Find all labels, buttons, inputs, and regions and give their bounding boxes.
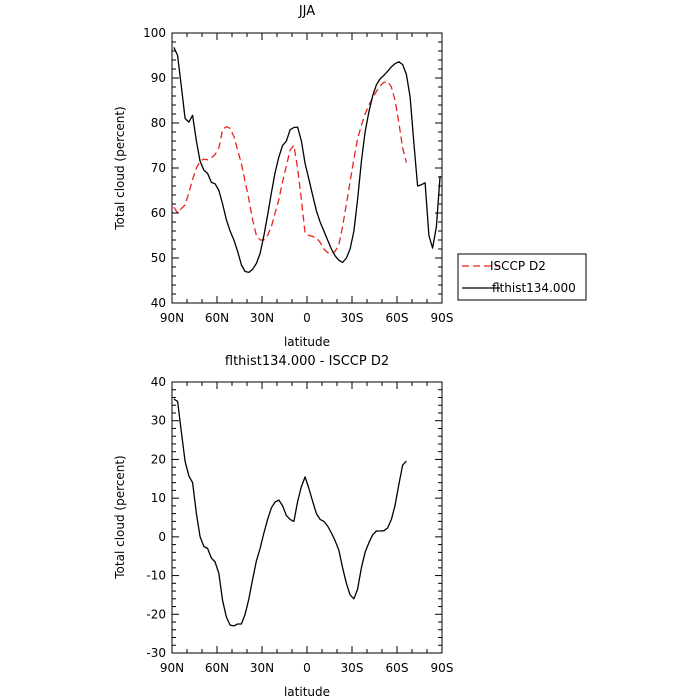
top-y-tick-label: 60	[151, 206, 166, 220]
bot-y-tick-label: 0	[158, 530, 166, 544]
top-series-line-0	[173, 80, 408, 255]
bot-x-tick-label: 90N	[160, 661, 184, 675]
top-plot-frame	[171, 32, 443, 304]
top-y-tick-label: 90	[151, 71, 166, 85]
bottom-chart: flthist134.000 - ISCCP D2 90N 60N 30N 0 30S 6…	[113, 354, 453, 699]
top-plot-area	[171, 32, 443, 304]
legend-box	[457, 253, 587, 301]
top-x-tick-label: 0	[303, 311, 311, 325]
top-y-axis: 40 50 60 70 80 90 100	[143, 26, 442, 310]
top-series-group	[173, 47, 441, 274]
top-x-tick-label: 30S	[341, 311, 364, 325]
bot-y-tick-label: -20	[146, 607, 166, 621]
bot-y-tick-label: 40	[151, 375, 166, 389]
bot-y-tick-label: 30	[151, 414, 166, 428]
top-x-tick-label: 30N	[250, 311, 274, 325]
bot-y-tick-label: -10	[146, 569, 166, 583]
bot-x-tick-label: 30S	[341, 661, 364, 675]
bottom-series-group	[173, 398, 407, 627]
top-x-axis-title: latitude	[284, 335, 330, 349]
top-y-tick-label: 70	[151, 161, 166, 175]
legend-label-flthist: flthist134.000	[492, 281, 576, 295]
bot-x-tick-label: 60N	[205, 661, 229, 675]
bottom-y-axis: -30 -20 -10 0 10 20 30 40	[146, 375, 442, 660]
top-x-tick-label: 90N	[160, 311, 184, 325]
bot-plot-frame	[171, 381, 443, 654]
bot-x-tick-label: 90S	[431, 661, 454, 675]
legend-label-isccp: ISCCP D2	[490, 259, 546, 273]
top-y-tick-label: 80	[151, 116, 166, 130]
bottom-x-axis: 90N 60N 30N 0 30S 60S 90S	[160, 382, 454, 675]
bot-y-tick-label: 20	[151, 452, 166, 466]
top-series-line-1	[173, 47, 441, 274]
bot-x-tick-label: 60S	[386, 661, 409, 675]
top-y-tick-label: 40	[151, 296, 166, 310]
top-x-tick-label: 60N	[205, 311, 229, 325]
top-y-tick-label: 50	[151, 251, 166, 265]
bottom-chart-title: flthist134.000 - ISCCP D2	[225, 354, 389, 369]
bottom-y-axis-title: Total cloud (percent)	[113, 455, 127, 579]
bot-series-line-0	[173, 398, 407, 627]
bot-x-tick-label: 0	[303, 661, 311, 675]
bot-x-tick-label: 30N	[250, 661, 274, 675]
bot-y-tick-label: -30	[146, 646, 166, 660]
legend: ISCCP D2 flthist134.000	[457, 253, 587, 301]
top-x-tick-label: 60S	[386, 311, 409, 325]
top-x-axis: 90N 60N 30N 0 30S 60S 90S	[160, 33, 454, 325]
top-y-axis-title: Total cloud (percent)	[113, 106, 127, 230]
top-y-tick-label: 100	[143, 26, 166, 40]
bottom-plot-area	[171, 381, 443, 654]
bottom-x-axis-title: latitude	[284, 685, 330, 699]
top-chart: JJA 90N 60N 30N 0 30S 60S 90S 405060708090100 …	[113, 4, 453, 349]
bot-y-tick-label: 10	[151, 491, 166, 505]
top-chart-title: JJA	[298, 4, 315, 19]
top-x-tick-label: 90S	[431, 311, 454, 325]
